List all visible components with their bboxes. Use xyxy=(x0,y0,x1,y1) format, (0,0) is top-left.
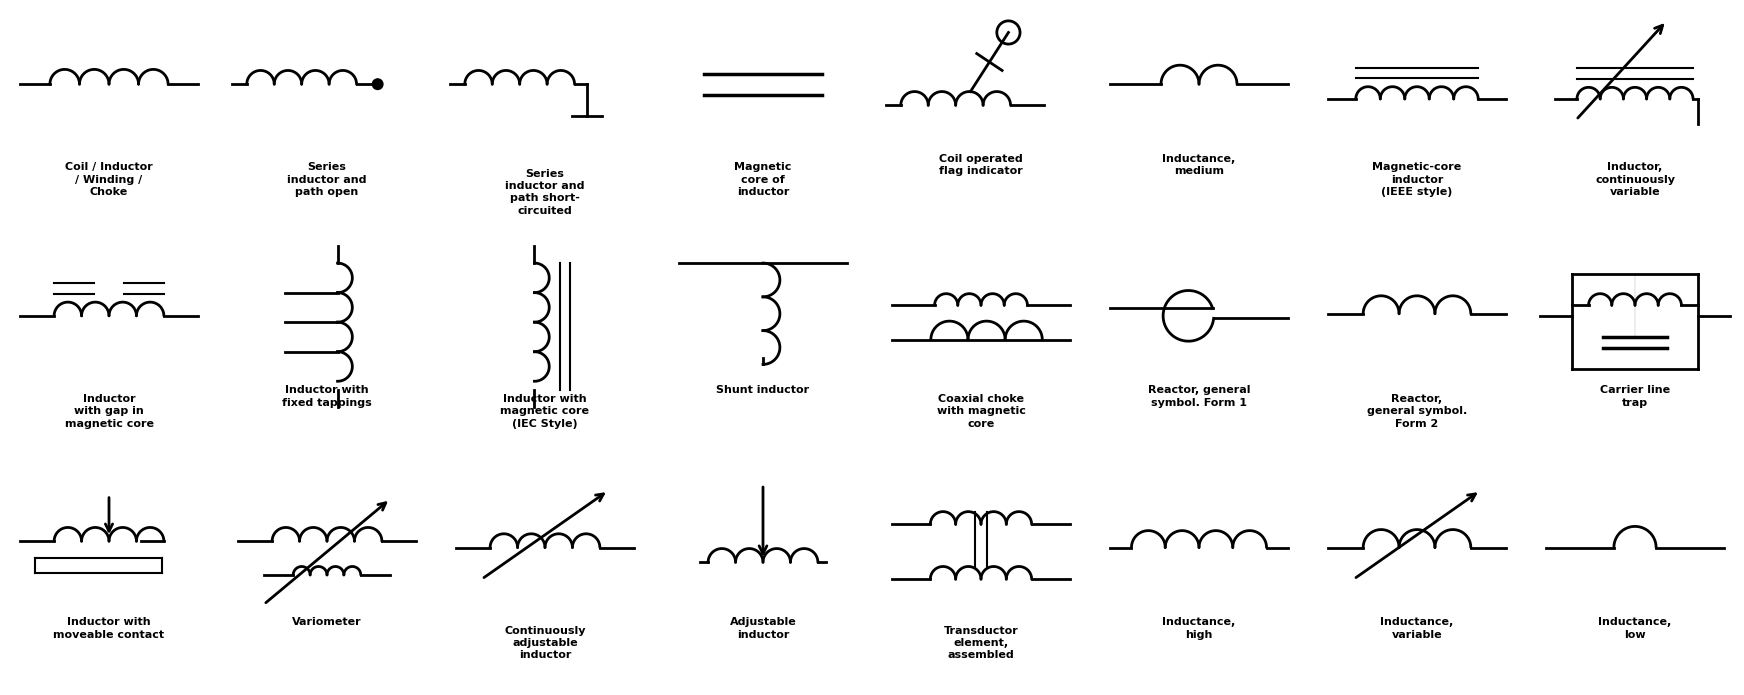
Text: Transductor
element,
assembled: Transductor element, assembled xyxy=(944,626,1018,660)
Text: Magnetic
core of
inductor: Magnetic core of inductor xyxy=(734,162,792,197)
Text: Inductance,
medium: Inductance, medium xyxy=(1162,154,1236,177)
Text: Carrier line
trap: Carrier line trap xyxy=(1599,386,1671,408)
Text: Inductor with
moveable contact: Inductor with moveable contact xyxy=(54,617,164,639)
Text: Inductor,
continuously
variable: Inductor, continuously variable xyxy=(1596,162,1674,197)
Circle shape xyxy=(373,79,384,90)
Text: Coil operated
flag indicator: Coil operated flag indicator xyxy=(938,154,1024,177)
Text: Variometer: Variometer xyxy=(293,617,361,627)
Text: Coil / Inductor
/ Winding /
Choke: Coil / Inductor / Winding / Choke xyxy=(65,162,153,197)
Text: Inductor with
fixed tappings: Inductor with fixed tappings xyxy=(283,386,371,408)
Text: Reactor, general
symbol. Form 1: Reactor, general symbol. Form 1 xyxy=(1148,386,1250,408)
Text: Magnetic-core
inductor
(IEEE style): Magnetic-core inductor (IEEE style) xyxy=(1373,162,1461,197)
Text: Adjustable
inductor: Adjustable inductor xyxy=(729,617,797,639)
Text: Coaxial choke
with magnetic
core: Coaxial choke with magnetic core xyxy=(937,394,1025,429)
Text: Inductance,
variable: Inductance, variable xyxy=(1380,617,1454,639)
Text: Reactor,
general symbol.
Form 2: Reactor, general symbol. Form 2 xyxy=(1367,394,1467,429)
Text: Continuously
adjustable
inductor: Continuously adjustable inductor xyxy=(504,626,586,660)
Text: Inductor
with gap in
magnetic core: Inductor with gap in magnetic core xyxy=(65,394,153,429)
Text: Series
inductor and
path open: Series inductor and path open xyxy=(288,162,366,197)
Text: Inductance,
high: Inductance, high xyxy=(1162,617,1236,639)
Text: Shunt inductor: Shunt inductor xyxy=(717,386,809,395)
Text: Inductor with
magnetic core
(IEC Style): Inductor with magnetic core (IEC Style) xyxy=(501,394,589,429)
Text: Series
inductor and
path short-
circuited: Series inductor and path short- circuite… xyxy=(506,169,584,215)
Text: Inductance,
low: Inductance, low xyxy=(1598,617,1672,639)
